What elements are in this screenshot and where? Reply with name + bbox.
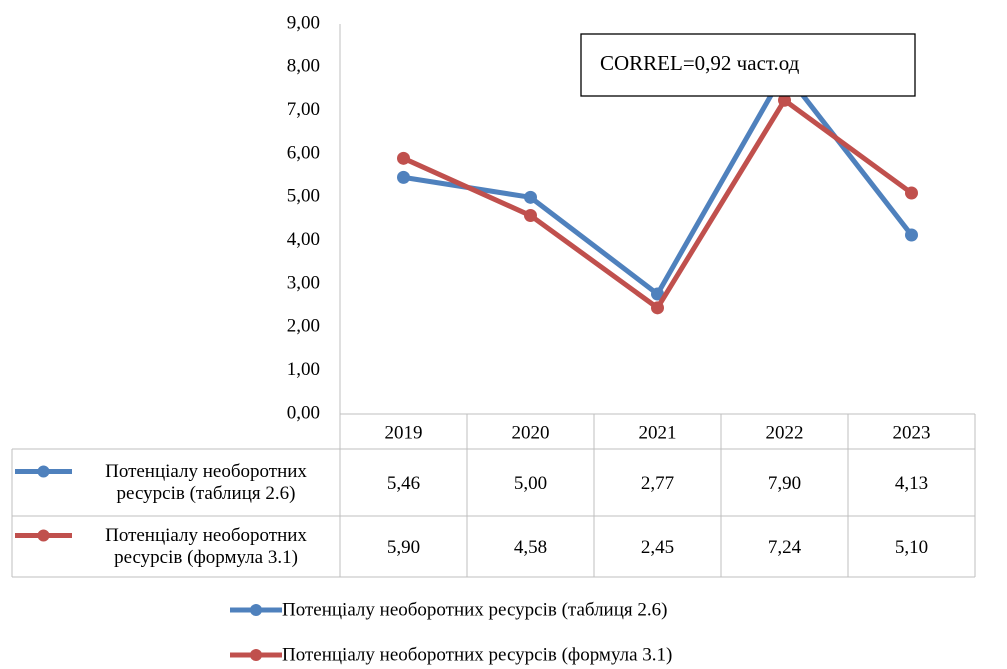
legend-label: Потенціалу необоротних ресурсів (формула… [282, 644, 672, 665]
x-tick-label: 2021 [639, 422, 677, 443]
marker [651, 301, 664, 315]
y-tick-label: 9,00 [287, 12, 320, 33]
y-tick-label: 7,00 [287, 99, 320, 120]
x-tick-label: 2022 [766, 422, 804, 443]
table-value: 7,90 [768, 473, 801, 494]
legend-key-marker [250, 649, 262, 661]
legend-label: Потенціалу необоротних ресурсів (таблиця… [282, 599, 667, 620]
table-value: 7,24 [768, 537, 802, 558]
legend-key-marker [37, 529, 50, 542]
table-series-name-box: Потенціалу необоротних ресурсів (таблиця… [105, 460, 307, 504]
annotation-box [580, 33, 916, 97]
marker [524, 190, 537, 204]
x-tick-label: 2020 [512, 422, 550, 443]
legend-key-marker [37, 465, 50, 478]
table-value: 5,46 [387, 473, 420, 494]
y-tick-label: 1,00 [287, 359, 320, 380]
table-value: 5,00 [514, 473, 547, 494]
table-value: 5,10 [895, 537, 928, 558]
marker [397, 170, 410, 184]
table-value: 4,58 [514, 537, 547, 558]
marker [905, 186, 918, 200]
table-value: 5,90 [387, 537, 420, 558]
y-tick-label: 3,00 [287, 272, 320, 293]
annotation: CORREL=0,92 част.од [600, 51, 800, 75]
legend-key-marker [250, 604, 262, 616]
table-series-name: Потенціалу необоротних ресурсів (таблиця… [105, 460, 307, 504]
y-tick-label: 0,00 [287, 402, 320, 423]
table-series-name: Потенціалу необоротних ресурсів (формула… [105, 524, 307, 568]
marker [524, 209, 537, 223]
y-tick-label: 2,00 [287, 316, 320, 337]
x-tick-label: 2019 [385, 422, 423, 443]
line [403, 69, 914, 297]
y-tick-label: 8,00 [287, 56, 320, 77]
y-tick-label: 5,00 [287, 186, 320, 207]
marker [778, 93, 791, 107]
y-tick-label: 4,00 [287, 229, 320, 250]
marker [651, 287, 664, 301]
y-tick-label: 6,00 [287, 142, 320, 163]
x-tick-label: 2023 [893, 422, 931, 443]
table-series-name-box: Потенціалу необоротних ресурсів (формула… [105, 524, 307, 568]
table-value: 2,45 [641, 537, 674, 558]
line [402, 97, 913, 311]
table-value: 2,77 [641, 473, 674, 494]
marker [905, 228, 918, 242]
table-value: 4,13 [895, 473, 928, 494]
marker [397, 151, 410, 165]
